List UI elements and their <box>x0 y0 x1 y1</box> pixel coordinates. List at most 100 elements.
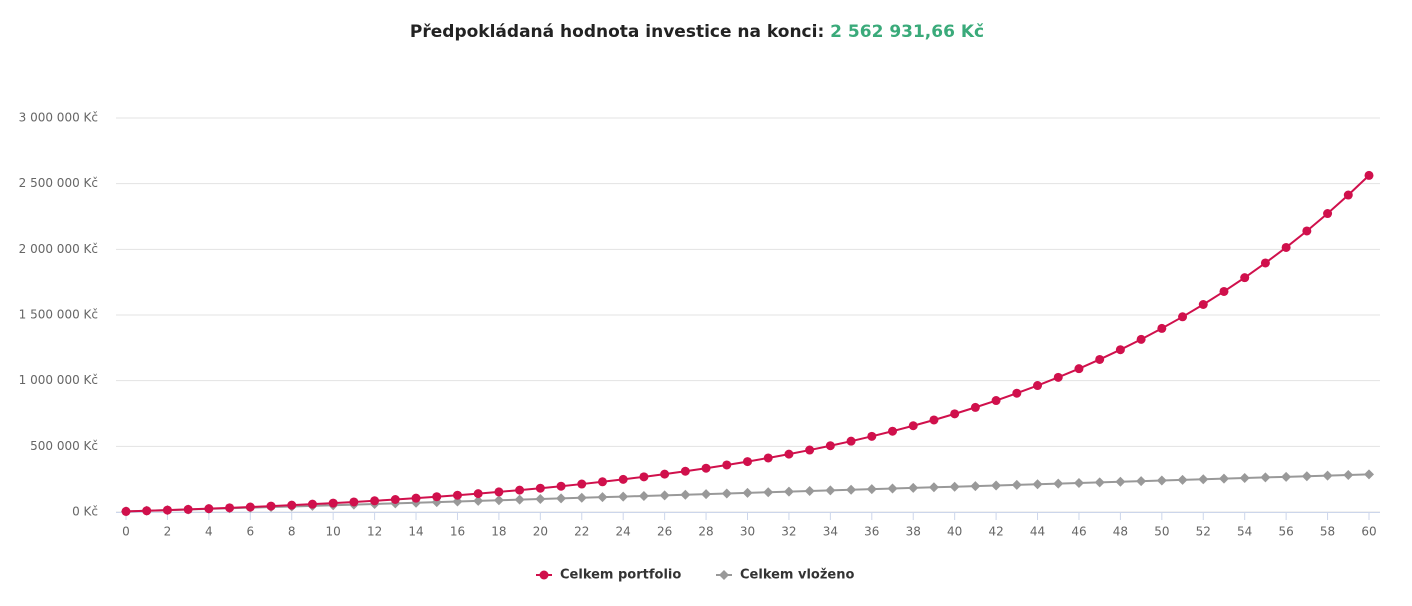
x-tick-label: 56 <box>1278 525 1293 539</box>
point <box>929 415 939 425</box>
point <box>452 490 462 500</box>
point <box>473 495 484 506</box>
point <box>660 469 670 479</box>
y-tick-label: 2 500 000 Kč <box>19 176 98 190</box>
point <box>1219 286 1229 296</box>
point <box>577 479 587 489</box>
x-tick-label: 60 <box>1361 525 1376 539</box>
point <box>825 441 835 451</box>
point <box>1239 473 1250 484</box>
y-tick-label: 3 000 000 Kč <box>19 111 98 125</box>
point <box>1073 477 1084 488</box>
chart-subtitle: 2 562 931,66 Kč <box>830 22 984 42</box>
point <box>680 489 691 500</box>
chart-title: Předpokládaná hodnota investice na konci… <box>410 22 824 42</box>
point <box>432 492 442 502</box>
legend-label: Celkem portfolio <box>560 568 681 583</box>
point <box>349 497 359 507</box>
point <box>1343 190 1353 200</box>
point <box>452 496 463 507</box>
point <box>1094 477 1105 488</box>
legend-marker <box>719 570 729 580</box>
x-tick-label: 24 <box>616 525 631 539</box>
point <box>1074 364 1084 374</box>
x-tick-label: 40 <box>947 525 962 539</box>
point <box>618 491 629 502</box>
x-tick-label: 34 <box>823 525 838 539</box>
point <box>743 457 752 467</box>
x-tick-label: 26 <box>657 525 672 539</box>
point <box>1053 478 1064 489</box>
point <box>1115 476 1126 487</box>
point <box>1136 334 1146 344</box>
point <box>1053 372 1063 382</box>
point <box>784 449 794 459</box>
point <box>1364 170 1374 180</box>
point <box>970 402 980 412</box>
point <box>1095 354 1105 364</box>
y-tick-label: 500 000 Kč <box>30 439 98 453</box>
point <box>1301 471 1312 482</box>
point <box>473 489 483 499</box>
point <box>970 481 981 492</box>
point <box>722 460 732 470</box>
point <box>535 494 546 505</box>
point <box>804 486 815 497</box>
y-tick-label: 2 000 000 Kč <box>19 242 98 256</box>
point <box>183 504 193 514</box>
point <box>597 492 608 503</box>
chart-title-line: Předpokládaná hodnota investice na konci… <box>410 22 984 42</box>
point <box>805 445 815 455</box>
point <box>618 474 628 484</box>
point <box>1115 345 1125 355</box>
point <box>204 504 214 514</box>
point <box>1218 473 1229 484</box>
point <box>638 490 649 501</box>
point <box>1260 472 1271 483</box>
legend-label: Celkem vloženo <box>740 568 854 583</box>
y-tick-label: 1 500 000 Kč <box>19 308 98 322</box>
point <box>556 481 566 491</box>
point <box>866 484 877 495</box>
point <box>1012 388 1022 398</box>
point <box>1323 209 1333 219</box>
point <box>266 501 276 511</box>
x-tick-label: 10 <box>326 525 341 539</box>
point <box>742 487 753 498</box>
point <box>908 421 918 431</box>
x-tick-label: 4 <box>205 525 213 539</box>
point <box>162 505 172 515</box>
x-tick-label: 44 <box>1030 525 1045 539</box>
point <box>763 487 774 498</box>
point <box>639 472 649 482</box>
point <box>1177 474 1188 485</box>
point <box>1156 475 1167 486</box>
point <box>680 466 690 476</box>
point <box>225 503 235 513</box>
point <box>1281 242 1291 252</box>
x-tick-label: 16 <box>450 525 465 539</box>
point <box>1322 470 1333 481</box>
point <box>328 498 338 508</box>
point <box>1198 300 1208 310</box>
point <box>245 502 255 512</box>
point <box>514 494 525 505</box>
x-tick-label: 12 <box>367 525 382 539</box>
x-tick-label: 22 <box>574 525 589 539</box>
point <box>949 481 960 492</box>
point <box>763 453 773 463</box>
point <box>991 396 1001 406</box>
point <box>887 483 898 494</box>
point <box>1240 273 1250 283</box>
legend-marker <box>539 570 549 580</box>
point <box>928 482 939 493</box>
point <box>370 496 380 506</box>
point <box>1198 474 1209 485</box>
x-tick-label: 54 <box>1237 525 1252 539</box>
point <box>908 482 919 493</box>
point <box>556 493 567 504</box>
point <box>1032 479 1043 490</box>
point <box>783 486 794 497</box>
x-tick-label: 58 <box>1320 525 1335 539</box>
